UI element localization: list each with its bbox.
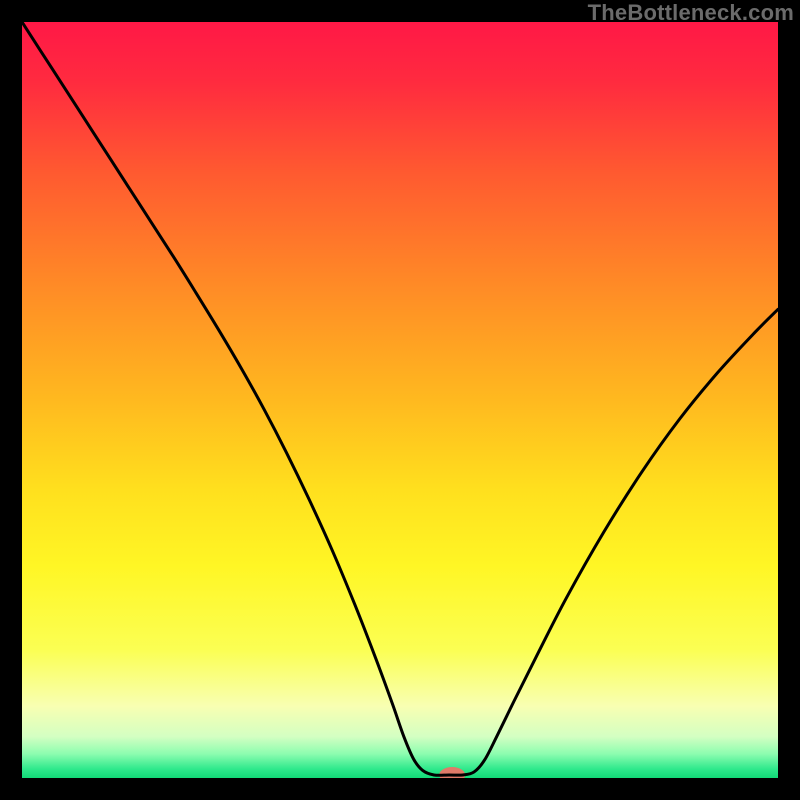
chart-frame: TheBottleneck.com xyxy=(0,0,800,800)
gradient-background xyxy=(22,22,778,778)
bottleneck-curve-chart xyxy=(22,22,778,778)
plot-area xyxy=(22,22,778,778)
